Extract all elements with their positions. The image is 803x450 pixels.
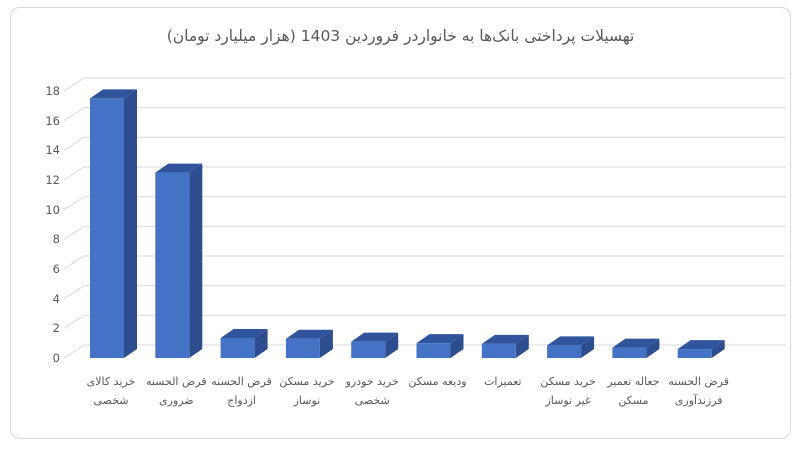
gridline (63, 314, 786, 329)
x-axis-category-label: ودیعه مسکن (408, 375, 467, 388)
bar-front-face (677, 349, 712, 358)
y-axis-tick-label: 2 (52, 321, 60, 336)
gridline (63, 166, 786, 181)
y-axis-tick-label: 18 (45, 84, 60, 98)
bar-8 (547, 336, 595, 358)
bar-side-face (711, 340, 725, 358)
x-axis-category-label: خرید مسکن نوساز (279, 375, 335, 407)
bar-side-face (124, 89, 137, 359)
x-axis-category-label: جعاله تعمیر مسکن (607, 375, 660, 407)
y-axis-tick-label: 10 (45, 202, 60, 217)
bar-9 (612, 338, 660, 358)
bar-top-face (285, 329, 333, 339)
x-axis-category-label: خرید مسکن غیر نوساز (540, 375, 596, 407)
x-axis-category-label: قرض الحسنه ازدواج (211, 375, 272, 407)
bar-2 (155, 163, 203, 358)
y-axis-tick-label: 0 (52, 351, 60, 365)
y-axis-tick-label: 6 (52, 262, 60, 276)
gridline (63, 107, 786, 122)
bar-7 (481, 334, 529, 358)
chart-title: تهسیلات پرداختی بانک‌ها به خانواردر فرور… (166, 27, 635, 45)
y-axis-tick-label: 4 (52, 291, 60, 306)
bar-top-face (155, 163, 203, 173)
bar-top-face (416, 334, 464, 344)
bar-side-face (385, 332, 399, 358)
bar-front-face (220, 337, 255, 358)
gridline (63, 77, 786, 92)
bar-front-face (90, 98, 124, 359)
bar-top-face (677, 340, 725, 350)
bar-5 (351, 332, 399, 358)
bar-4 (285, 329, 333, 358)
bar-side-face (581, 336, 595, 358)
bar-top-face (90, 89, 137, 99)
gridline (63, 136, 786, 151)
y-axis-tick-label: 8 (52, 232, 60, 247)
x-axis-category-label: خرید خودرو شخصی (345, 375, 399, 407)
gridline (63, 285, 786, 300)
gridline (63, 255, 786, 270)
bar-side-face (319, 329, 333, 358)
chart-frame: تهسیلات پرداختی بانک‌ها به خانواردر فرور… (10, 7, 791, 439)
gridline (63, 225, 786, 240)
bar-top-face (351, 332, 399, 342)
y-axis-tick-label: 14 (45, 143, 60, 158)
x-axis-category-label: خرید کالای شخصی (86, 375, 136, 407)
bar-front-face (547, 345, 582, 358)
bar-front-face (416, 343, 451, 358)
bar-side-face (254, 328, 268, 358)
x-axis-category-label: تعمیرات (484, 375, 522, 388)
bar-side-face (646, 338, 660, 358)
bar-top-face (547, 336, 595, 346)
bar-front-face (155, 172, 190, 358)
bar-top-face (220, 328, 268, 338)
bar-front-face (481, 343, 516, 358)
bar-6 (416, 334, 464, 358)
bar-front-face (351, 341, 386, 358)
bar-10 (677, 340, 725, 358)
bar-3 (220, 328, 268, 358)
y-axis-tick-label: 12 (45, 173, 60, 187)
bar-side-face (515, 334, 529, 358)
bar-1 (90, 89, 137, 359)
gridline (63, 196, 786, 211)
bar-top-face (481, 334, 529, 344)
y-axis-tick-label: 16 (45, 113, 60, 128)
bar-front-face (285, 338, 320, 358)
x-axis-category-label: قرض الحسنه ضروری (145, 375, 207, 407)
x-axis-category-label: قرض الحسنه فرزندآوری (668, 375, 730, 407)
bar-top-face (612, 338, 660, 348)
bar-side-face (189, 163, 203, 358)
bar-side-face (450, 334, 464, 358)
bar-front-face (612, 347, 647, 358)
